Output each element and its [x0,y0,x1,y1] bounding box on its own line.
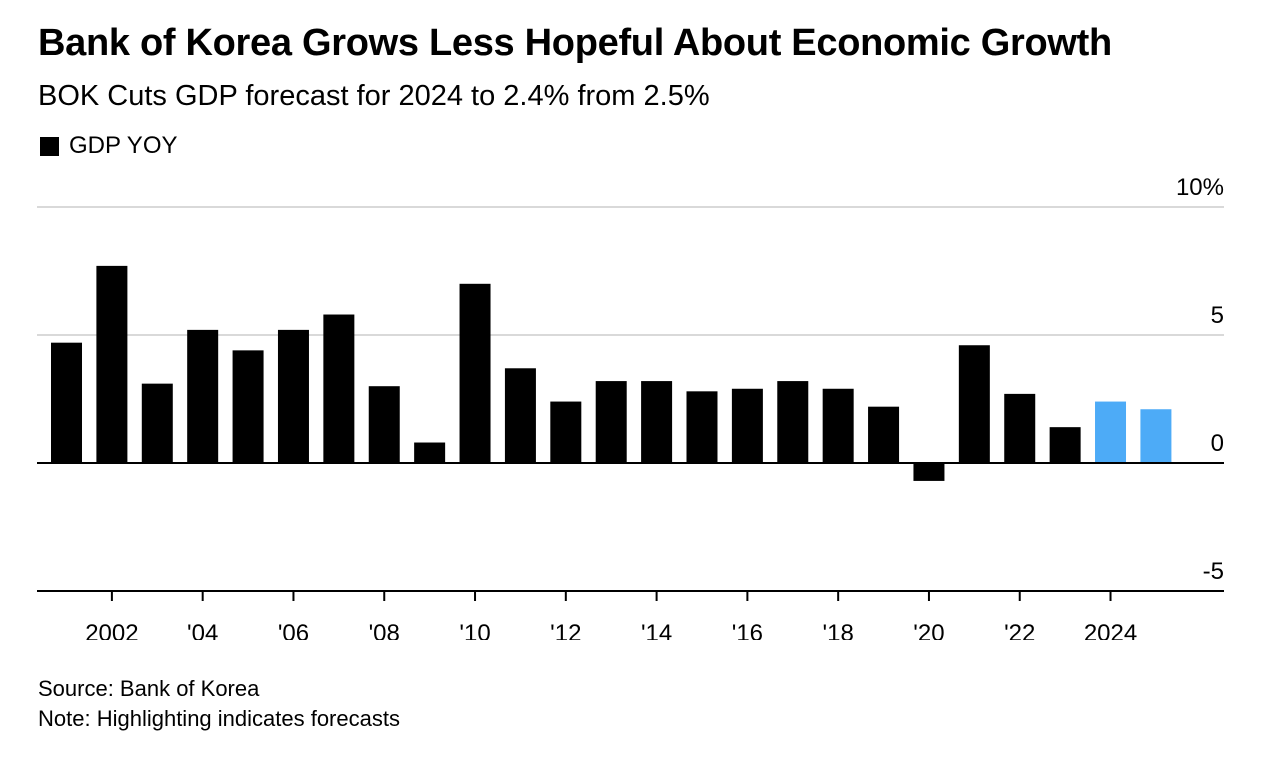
x-tick-label-2016: '16 [732,620,763,640]
bar-2025-forecast [1140,409,1172,463]
bar-2008 [368,386,400,463]
y-tick-label--5: -5 [1203,558,1224,585]
source-note: Source: Bank of Korea [38,676,260,701]
bar-2009 [414,442,446,463]
bar-chart: 10% 5 0 -5 2002 '04 '06 '08 '10 '12 '14 '16 '18 '20 '2… [37,174,1224,640]
bar-2019 [868,406,900,463]
chart-title: Bank of Korea Grows Less Hopeful About E… [38,22,1112,64]
bar-2015 [686,391,718,463]
bar-2020 [913,463,945,481]
bar-2023 [1049,427,1081,463]
bar-2013 [595,381,627,463]
bar-2005 [232,350,264,463]
bar-2010 [459,283,491,463]
bar-2012 [550,401,582,463]
y-tick-label-0: 0 [1211,430,1224,457]
x-tick-label-2022: '22 [1004,620,1035,640]
x-tick-label-2008: '08 [369,620,400,640]
x-tick-label-2014: '14 [641,620,672,640]
chart-subtitle: BOK Cuts GDP forecast for 2024 to 2.4% f… [38,80,710,112]
bar-2021 [958,345,990,463]
bar-2016 [731,388,763,463]
legend-swatch-gdp-yoy [40,136,59,156]
x-tick-label-2024: 2024 [1084,620,1137,640]
forecast-note: Note: Highlighting indicates forecasts [38,706,400,731]
x-tick-label-2002: 2002 [85,620,138,640]
bar-2017 [777,381,809,463]
x-tick-label-2020: '20 [913,620,944,640]
x-tick-label-2018: '18 [823,620,854,640]
x-tick-label-2010: '10 [459,620,490,640]
bar-2002 [96,265,128,463]
bar-2004 [187,329,219,463]
bar-2007 [323,314,355,463]
x-tick-label-2004: '04 [187,620,218,640]
bar-2024-forecast [1095,401,1127,463]
bar-2001 [51,342,83,463]
bar-2018 [822,388,854,463]
bar-2003 [141,383,173,463]
bar-2011 [504,368,536,463]
x-tick-label-2012: '12 [550,620,581,640]
legend: GDP YOY [40,131,178,161]
bar-2006 [277,329,309,463]
legend-label-gdp-yoy: GDP YOY [69,132,178,159]
y-tick-label-5: 5 [1211,302,1224,329]
bar-2022 [1004,393,1036,463]
bar-2014 [641,381,673,463]
y-tick-label-10: 10% [1176,174,1224,201]
x-tick-label-2006: '06 [278,620,309,640]
